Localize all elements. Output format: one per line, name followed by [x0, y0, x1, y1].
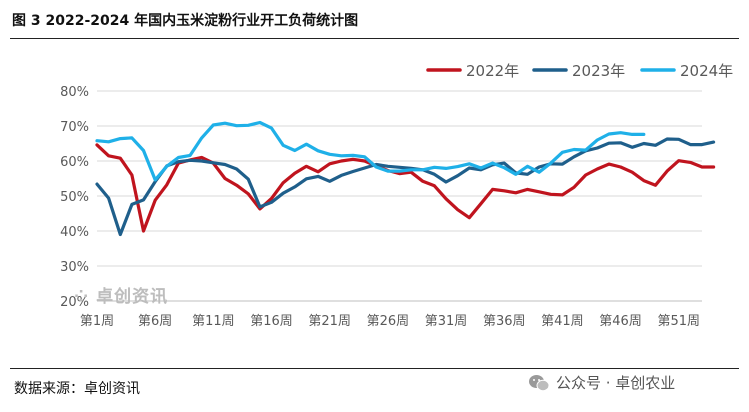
x-tick-label: 第21周 [308, 314, 351, 329]
legend-label: 2024年 [680, 62, 733, 80]
y-axis-ticks: 20% 30% 40% 50% 60% 70% 80% [60, 85, 89, 310]
x-tick-label: 第46周 [599, 314, 642, 329]
x-tick-label: 第51周 [657, 314, 700, 329]
y-tick-label: 80% [60, 85, 89, 100]
y-tick-label: 50% [60, 190, 89, 205]
x-tick-label: 第16周 [250, 314, 293, 329]
x-tick-label: 第11周 [192, 314, 235, 329]
y-tick-label: 30% [60, 260, 89, 275]
series-line-1 [95, 137, 716, 237]
x-tick-label: 第36周 [483, 314, 526, 329]
series-lines [95, 120, 716, 237]
watermark-logo-icon: ⁘ [74, 287, 97, 307]
y-tick-label: 70% [60, 120, 89, 135]
line-chart: 20% 30% 40% 50% 60% 70% 80% 第1周 第6周 第11周 第16周 第21周… [60, 62, 733, 329]
series-line-2 [95, 120, 646, 182]
watermark-text: 卓创资讯 [96, 287, 169, 307]
top-rule [10, 38, 739, 39]
figure-title: 图 3 2022-2024 年国内玉米淀粉行业开工负荷统计图 [12, 13, 359, 29]
legend-label: 2023年 [572, 62, 625, 80]
x-tick-label: 第41周 [541, 314, 584, 329]
source-note: 数据来源：卓创资讯 [14, 381, 140, 397]
grid-lines [97, 90, 702, 302]
legend: 2022年 2023年 2024年 [426, 62, 733, 80]
x-tick-label: 第26周 [367, 314, 410, 329]
x-tick-label: 第31周 [425, 314, 468, 329]
series-line-0 [95, 143, 716, 233]
x-tick-label: 第1周 [80, 314, 114, 329]
legend-label: 2022年 [466, 62, 519, 80]
wechat-label: 公众号 · 卓创农业 [556, 374, 676, 392]
x-tick-label: 第6周 [138, 314, 172, 329]
y-tick-label: 60% [60, 155, 89, 170]
watermark: ⁘ 卓创资讯 [74, 282, 168, 307]
wechat-account[interactable]: 公众号 · 卓创农业 [528, 372, 675, 393]
bottom-rule [10, 368, 739, 369]
x-axis-ticks: 第1周 第6周 第11周 第16周 第21周 第26周 第31周 第36周 第41周 第46周 第5… [80, 314, 700, 329]
wechat-icon [529, 374, 550, 391]
y-tick-label: 40% [60, 225, 89, 240]
y-tick-label: 20% [60, 295, 89, 310]
